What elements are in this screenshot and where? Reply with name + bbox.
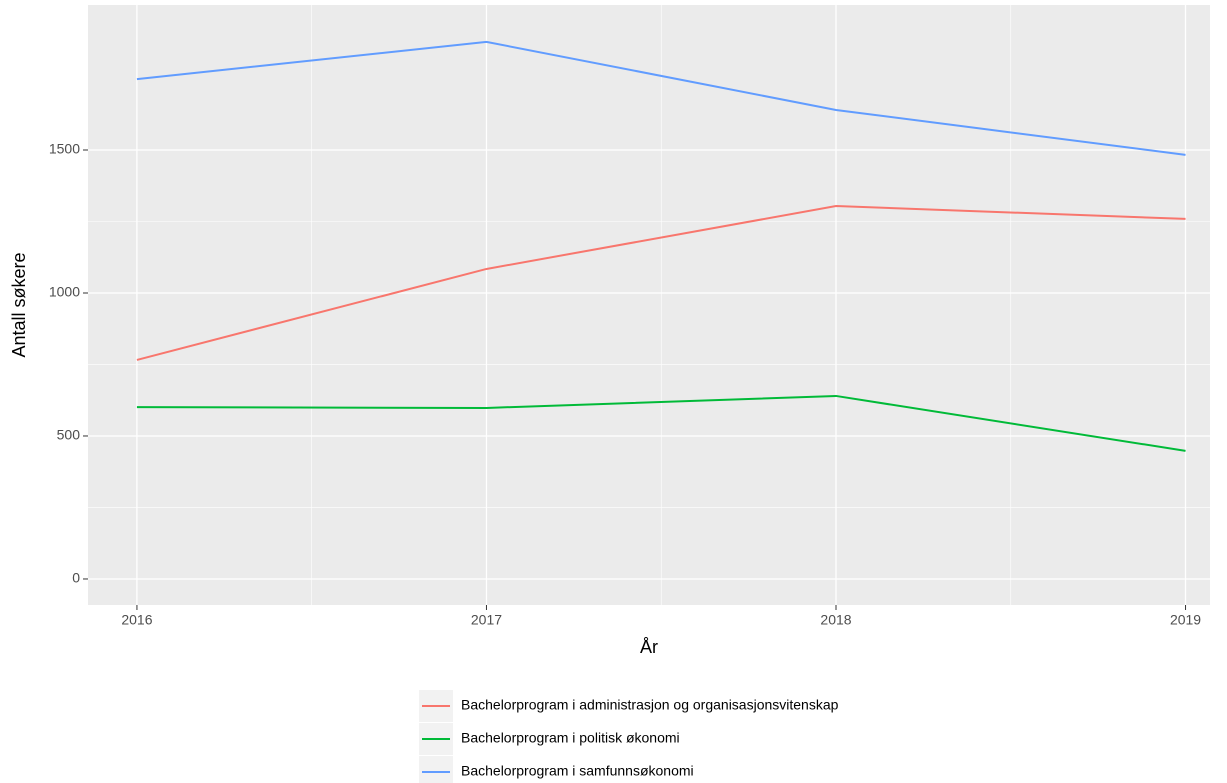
plot-panel: [88, 5, 1210, 605]
x-axis-title: År: [640, 637, 658, 657]
legend-key: [419, 756, 453, 783]
y-tick-label: 1000: [49, 284, 80, 300]
y-axis-title: Antall søkere: [9, 252, 29, 357]
x-tick-label: 2017: [471, 612, 502, 628]
y-tick-label: 500: [57, 427, 81, 443]
x-tick-label: 2019: [1170, 612, 1201, 628]
series-line: [136, 205, 1186, 361]
y-tick-label: 0: [72, 570, 80, 586]
y-tick-label: 1500: [49, 141, 80, 157]
x-tick-label: 2018: [820, 612, 851, 628]
legend-label: Bachelorprogram i politisk økonomi: [461, 730, 680, 746]
x-tick-label: 2016: [121, 612, 152, 628]
legend-label: Bachelorprogram i administrasjon og orga…: [461, 697, 839, 713]
legend-label: Bachelorprogram i samfunnsøkonomi: [461, 763, 694, 779]
series-line: [136, 394, 1186, 452]
series-line: [136, 40, 1186, 156]
